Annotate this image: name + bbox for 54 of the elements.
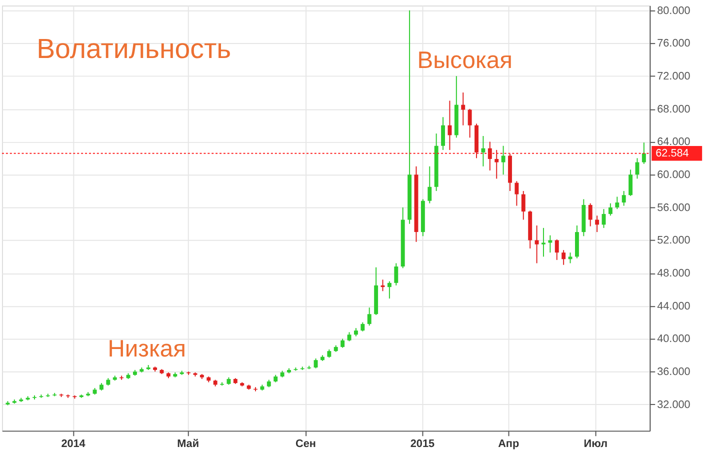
x-tick-label: Сен — [296, 438, 316, 450]
candlestick — [568, 252, 572, 264]
candlestick — [448, 100, 452, 150]
y-tick-label: 48.000 — [657, 268, 690, 280]
text: Волатильность — [36, 32, 232, 64]
candlestick — [347, 332, 352, 342]
annotation: Высокая — [417, 48, 512, 74]
candlestick — [387, 280, 392, 300]
candlestick — [314, 358, 318, 369]
candlestick — [622, 190, 626, 206]
candlestick — [628, 169, 633, 196]
candlestick — [615, 196, 620, 210]
x-tick-label: 2015 — [410, 438, 435, 450]
candlestick — [367, 307, 372, 326]
candlestick — [441, 116, 446, 150]
y-tick-label: 80.000 — [657, 4, 690, 17]
y-tick-label: 72.000 — [657, 70, 690, 83]
y-tick-label: 44.000 — [657, 300, 690, 312]
x-tick-label: Май — [177, 438, 200, 450]
candlestick — [554, 238, 559, 260]
y-tick-label: 64.000 — [657, 136, 690, 148]
annotation: Низкая — [108, 336, 186, 363]
y-tick-label: 76.000 — [657, 38, 690, 50]
candlestick — [488, 141, 492, 171]
candlestick — [481, 136, 486, 167]
y-tick-label: 32.000 — [657, 398, 690, 411]
candlestick — [394, 262, 398, 286]
candlestick — [608, 202, 612, 216]
candlestick — [521, 190, 526, 220]
y-tick-label: 68.000 — [657, 103, 690, 116]
candlestick — [588, 202, 592, 227]
x-tick-label: Апр — [498, 438, 520, 450]
y-tick-label: 52.000 — [657, 234, 690, 247]
y-tick-label: 40.000 — [657, 333, 690, 346]
x-tick-label: Июл — [584, 438, 608, 450]
candlestick — [562, 250, 566, 266]
candlestick — [360, 322, 365, 332]
candlestick — [548, 234, 552, 254]
candlestick — [468, 108, 472, 138]
candlestick — [501, 145, 506, 176]
ref-line-label: 62.584 — [656, 147, 689, 160]
candlestick — [514, 180, 519, 206]
y-tick-label: 56.000 — [657, 202, 690, 214]
y-tick-label: 36.000 — [657, 366, 690, 378]
candlestick — [494, 149, 499, 180]
y-tick-label: 60.000 — [657, 169, 690, 182]
candlestick — [340, 338, 345, 348]
candlestick — [534, 224, 539, 264]
x-tick-label: 2014 — [61, 438, 86, 450]
candlestick — [461, 92, 466, 126]
candlestick — [542, 227, 546, 258]
candlestick — [595, 215, 600, 233]
candlestick — [642, 142, 646, 164]
candlestick — [428, 166, 432, 204]
